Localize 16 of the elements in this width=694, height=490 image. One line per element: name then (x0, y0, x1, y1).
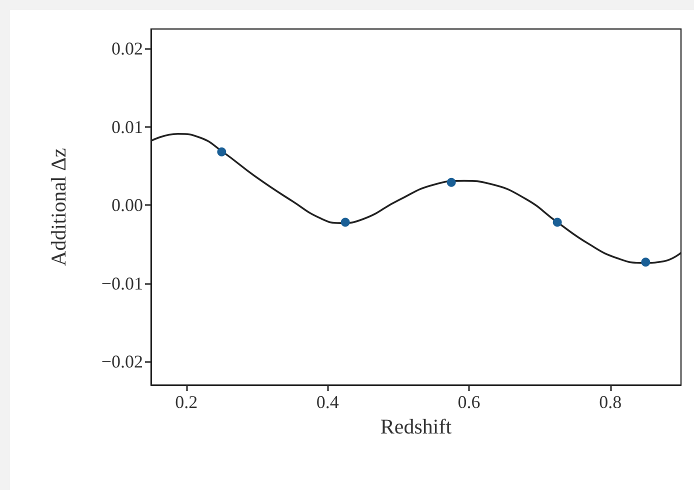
y-tick-label: −0.02 (101, 352, 143, 372)
y-tick-label: 0.02 (112, 38, 143, 59)
x-axis-title: Redshift (380, 414, 452, 438)
y-tick-label: −0.01 (101, 273, 143, 294)
point (552, 218, 562, 227)
point (217, 147, 226, 156)
x-tick-label: 0.8 (599, 392, 622, 412)
x-tick-label: 0.4 (316, 392, 339, 412)
point (641, 258, 650, 267)
point (340, 218, 350, 227)
x-tick-label: 0.6 (458, 392, 480, 412)
x-tick-label: 0.2 (175, 392, 198, 412)
y-tick-label: 0.01 (112, 116, 143, 137)
y-axis-title: Additional Δz (46, 148, 70, 266)
point (446, 178, 456, 187)
y-tick-label: 0.00 (112, 195, 143, 216)
